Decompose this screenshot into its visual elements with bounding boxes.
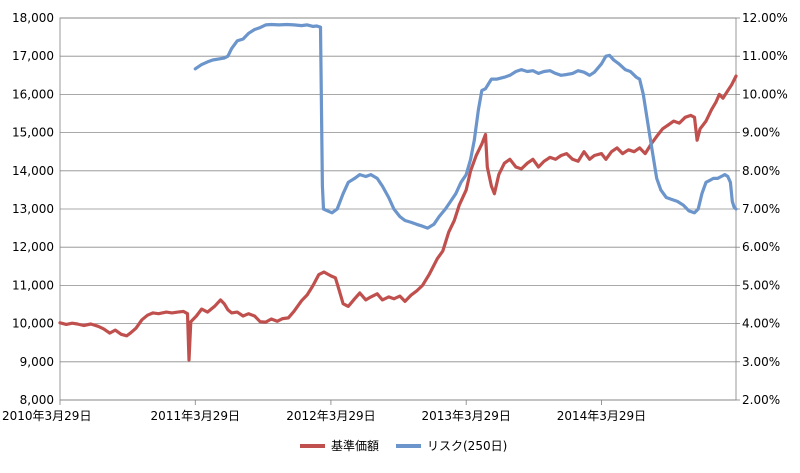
left-axis-tick-label: 14,000 [12,164,54,178]
axes: 8,000 9,000 10,000 11,000 12,000 13,000 14,000… [2,11,788,423]
right-axis-tick-label: 11.00% [742,49,788,63]
left-axis-tick-label: 13,000 [12,202,54,216]
left-axis-tick-label: 16,000 [12,87,54,101]
left-axis-tick-label: 12,000 [12,240,54,254]
right-axis-tick-label: 2.00% [742,393,780,407]
series-lines [58,22,738,362]
x-axis-tick-label: 2011年3月29日 [151,409,240,423]
right-axis-tick-label: 3.00% [742,355,780,369]
left-axis-tick-label: 15,000 [12,126,54,140]
legend-label-nav: 基準価額 [331,438,379,453]
left-axis-tick-label: 18,000 [12,11,54,25]
right-axis-tick-label: 5.00% [742,278,780,292]
left-axis-tick-label: 8,000 [20,393,54,407]
nav-series-line [58,74,738,362]
right-axis-tick-label: 8.00% [742,164,780,178]
left-axis-tick-label: 17,000 [12,49,54,63]
x-axis-tick-label: 2012年3月29日 [286,409,375,423]
left-axis-tick-label: 10,000 [12,317,54,331]
left-axis-tick-label: 11,000 [12,278,54,292]
right-axis-tick-label: 10.00% [742,87,788,101]
legend-label-risk: リスク(250日) [427,439,507,453]
legend: 基準価額 リスク(250日) [300,438,507,453]
left-axis-tick-label: 9,000 [20,355,54,369]
right-axis-tick-label: 6.00% [742,240,780,254]
right-axis-tick-label: 9.00% [742,126,780,140]
risk-series-line [193,22,738,230]
right-axis-tick-label: 4.00% [742,317,780,331]
x-axis-tick-label: 2010年3月29日 [2,409,91,423]
x-axis-tick-label: 2013年3月29日 [421,409,510,423]
right-axis-tick-label: 7.00% [742,202,780,216]
right-axis-tick-label: 12.00% [742,11,788,25]
x-axis-tick-label: 2014年3月29日 [557,409,646,423]
